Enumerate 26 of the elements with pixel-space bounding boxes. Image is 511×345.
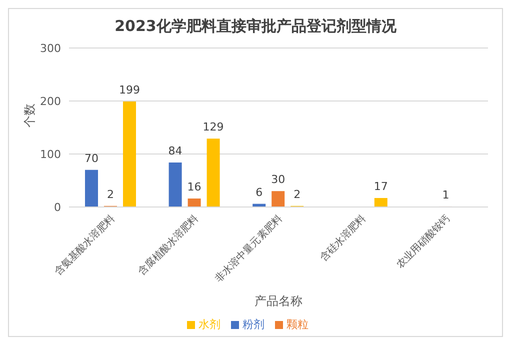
data-label: 70: [84, 152, 98, 165]
data-label: 199: [119, 84, 140, 97]
x-tick-label: 含硅水溶肥料: [318, 212, 368, 264]
data-label: 2: [107, 188, 114, 201]
x-tick-label: 非水溶中量元素肥料: [212, 212, 285, 285]
y-tick-label: 0: [54, 200, 61, 214]
legend-label: 水剂: [198, 318, 220, 331]
data-label: 6: [256, 186, 263, 199]
x-tick-label: 含氨基酸水溶肥料: [52, 212, 118, 278]
chart-title: 2023化学肥料直接审批产品登记剂型情况: [114, 17, 398, 36]
legend-label: 粉剂: [242, 318, 264, 331]
y-axis-title: 个数: [22, 104, 36, 128]
data-label: 17: [374, 180, 388, 193]
legend-label: 颗粒: [286, 318, 308, 331]
data-label: 2: [294, 188, 301, 201]
y-tick-label: 300: [40, 42, 61, 55]
data-label: 84: [168, 144, 182, 158]
data-label: 16: [187, 180, 202, 194]
x-tick-label: 农业用硝酸铵钙: [394, 212, 452, 271]
data-label: 30: [271, 173, 286, 186]
x-tick-label: 含腐植酸水溶肥料: [136, 212, 201, 278]
y-tick-label: 200: [40, 94, 61, 108]
y-tick-label: 100: [40, 148, 61, 161]
data-label: 1: [442, 188, 450, 202]
x-axis-title: 产品名称: [254, 294, 302, 308]
data-label: 129: [202, 120, 224, 134]
